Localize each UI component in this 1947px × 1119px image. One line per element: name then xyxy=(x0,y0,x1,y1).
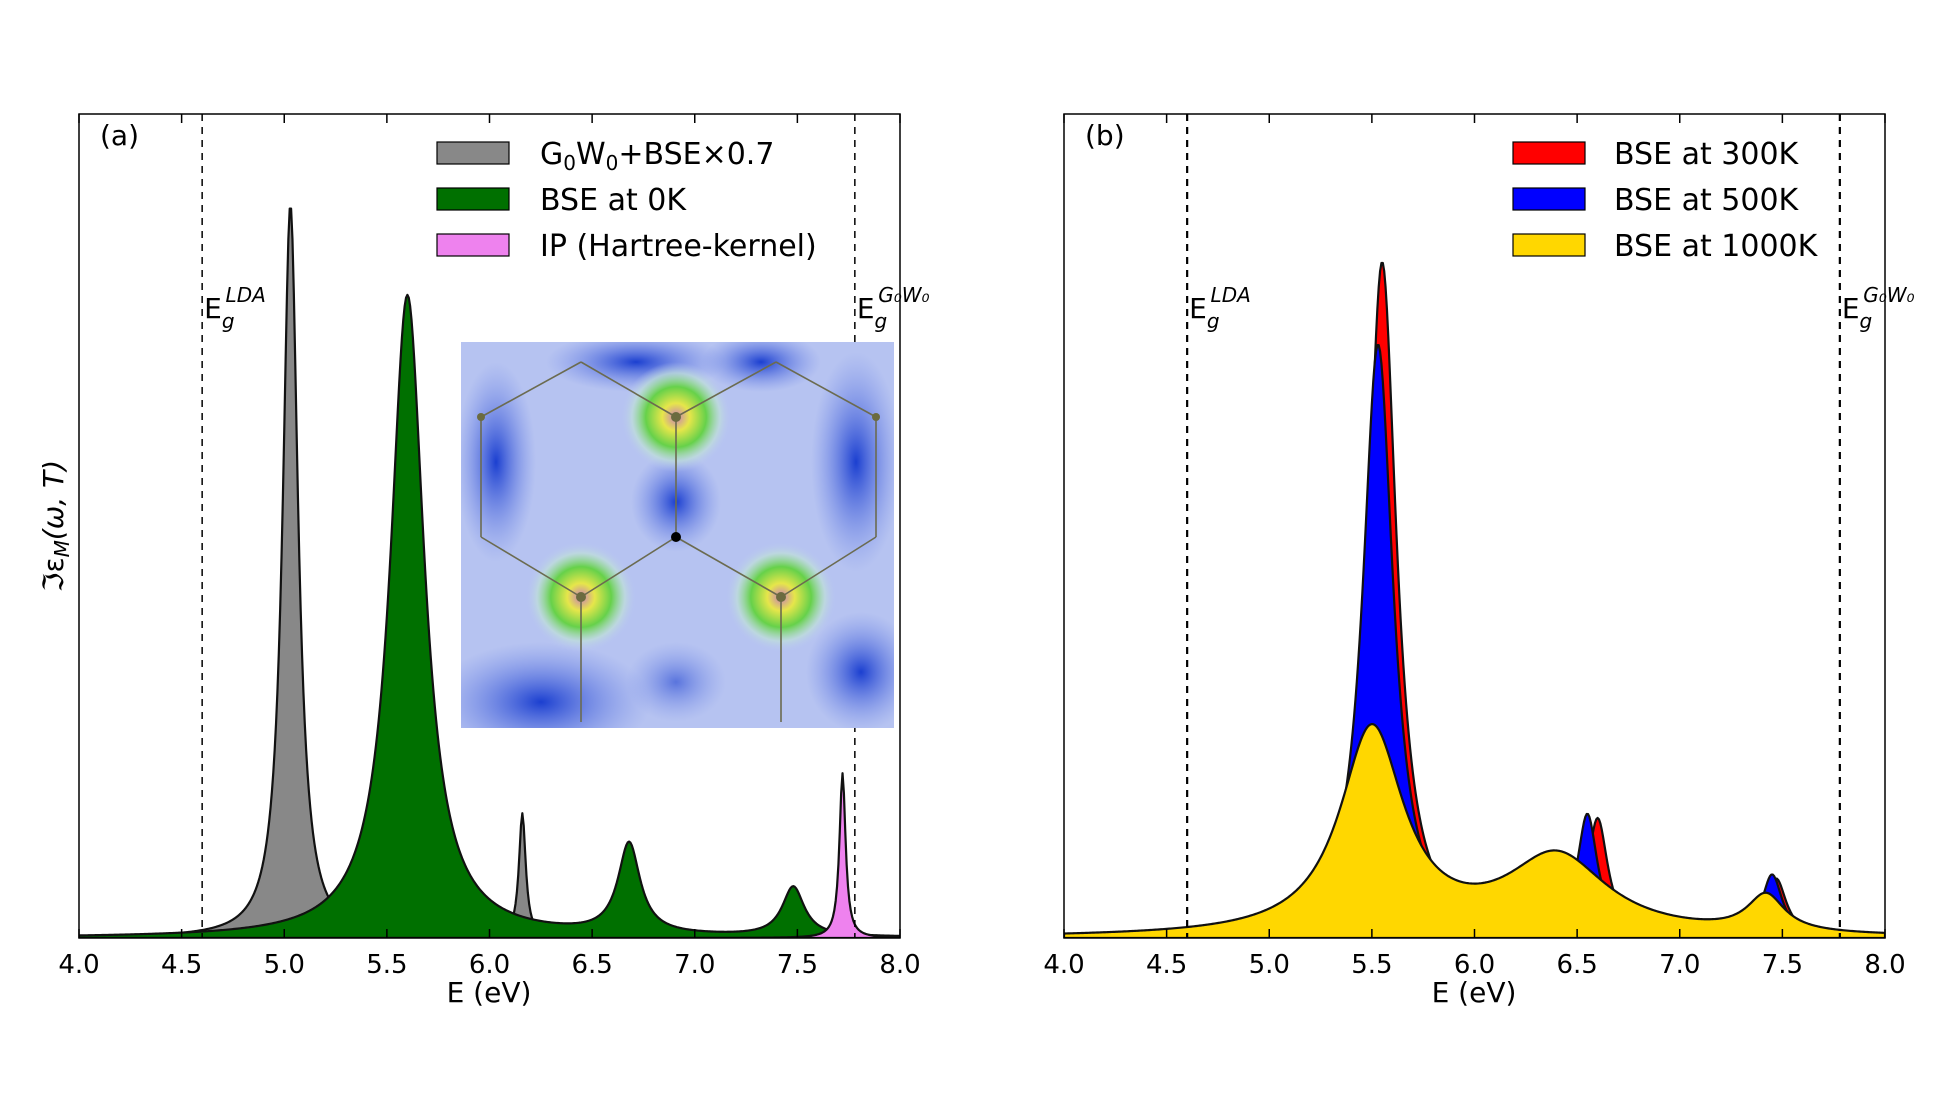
gap-label-0-1: EgG₀W₀ xyxy=(857,283,930,333)
legend-swatch-0-1 xyxy=(436,187,510,211)
gap-label-1-0: EgLDA xyxy=(1189,283,1251,333)
x-tick-label-0-2: 5.0 xyxy=(264,950,305,980)
panel-b-xlabel: E (eV) xyxy=(1432,976,1517,1009)
x-tick-label-0-7: 7.5 xyxy=(777,950,818,980)
legend-label-0-1: BSE at 0K xyxy=(540,183,687,218)
inset-image xyxy=(461,342,894,728)
x-tick-label-1-3: 5.5 xyxy=(1351,950,1392,980)
x-tick-label-0-0: 4.0 xyxy=(58,950,99,980)
legend-label-0-0: G0W0+BSE×0.7 xyxy=(540,137,774,175)
legend-swatch-0-2 xyxy=(436,233,510,257)
series-area-1-2 xyxy=(1064,722,1885,938)
x-tick-label-1-0: 4.0 xyxy=(1043,950,1084,980)
gap-label-1-1: EgG₀W₀ xyxy=(1842,283,1915,333)
x-tick-label-1-7: 7.5 xyxy=(1762,950,1803,980)
x-tick-label-1-2: 5.0 xyxy=(1249,950,1290,980)
legend-swatch-1-2 xyxy=(1512,233,1586,257)
panel-a: EgLDA EgG₀W₀ 4.0 4.5 5.0 5.5 6.0 6.5 7.0 7.5 8.0 … xyxy=(37,113,930,1009)
series-area-1-1 xyxy=(1064,343,1885,938)
panel-b-label: (b) xyxy=(1085,119,1125,152)
legend-label-1-0: BSE at 300K xyxy=(1614,137,1800,172)
x-tick-label-1-6: 7.0 xyxy=(1659,950,1700,980)
legend-swatch-1-0 xyxy=(1512,141,1586,165)
x-tick-label-1-1: 4.5 xyxy=(1146,950,1187,980)
x-tick-label-1-4: 6.0 xyxy=(1454,950,1495,980)
x-tick-label-0-3: 5.5 xyxy=(366,950,407,980)
legend-swatch-1-1 xyxy=(1512,187,1586,211)
x-tick-label-0-4: 6.0 xyxy=(469,950,510,980)
x-tick-label-0-1: 4.5 xyxy=(161,950,202,980)
panel-a-xlabel: E (eV) xyxy=(447,976,532,1009)
panel-a-ylabel: ℑεM(ω, T) xyxy=(37,460,74,592)
legend-swatch-0-0 xyxy=(436,141,510,165)
legend-label-1-1: BSE at 500K xyxy=(1614,183,1800,218)
x-tick-label-0-5: 6.5 xyxy=(571,950,612,980)
series-area-0-1 xyxy=(79,293,900,938)
legend-label-1-2: BSE at 1000K xyxy=(1614,229,1819,264)
panel-b: EgLDA EgG₀W₀ 4.0 4.5 5.0 5.5 6.0 6.5 7.0 7.5 8.0 … xyxy=(1043,113,1915,1009)
legend-label-0-2: IP (Hartree-kernel) xyxy=(540,229,817,264)
panel-b-legend: BSE at 300K BSE at 500K BSE at 1000K xyxy=(1512,137,1819,264)
panel-a-label: (a) xyxy=(100,119,139,152)
x-tick-label-0-6: 7.0 xyxy=(674,950,715,980)
x-tick-label-1-5: 6.5 xyxy=(1556,950,1597,980)
x-tick-label-1-8: 8.0 xyxy=(1864,950,1905,980)
x-tick-label-0-8: 8.0 xyxy=(879,950,920,980)
gap-label-0-0: EgLDA xyxy=(204,283,266,333)
panel-a-legend: G0W0+BSE×0.7 BSE at 0K IP (Hartree-kernel) xyxy=(436,137,817,264)
